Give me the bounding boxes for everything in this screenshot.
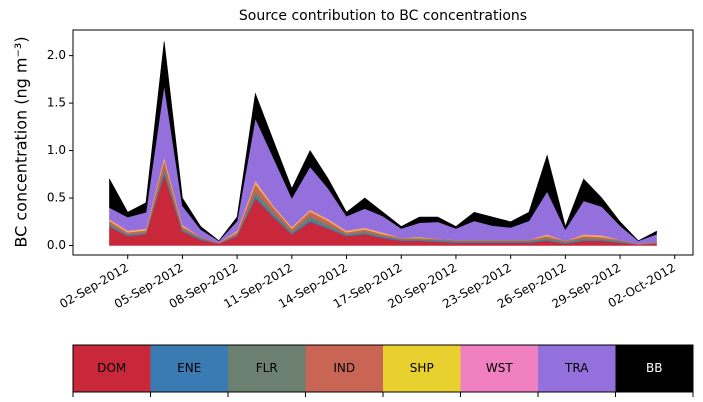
legend-swatch bbox=[538, 345, 616, 392]
legend-swatch bbox=[228, 345, 306, 392]
legend-label: SHP bbox=[410, 361, 434, 375]
y-tick-label: 1.5 bbox=[47, 96, 66, 110]
legend-label: ENE bbox=[177, 361, 201, 375]
chart-title: Source contribution to BC concentrations bbox=[239, 8, 527, 24]
legend-label: FLR bbox=[256, 361, 278, 375]
plot-frame bbox=[72, 29, 694, 256]
y-tick-label: 0.5 bbox=[47, 191, 66, 205]
y-tick-label: 0.0 bbox=[47, 238, 66, 252]
legend-swatch bbox=[383, 345, 461, 392]
y-tick-label: 2.0 bbox=[47, 48, 66, 62]
area-band bbox=[109, 41, 657, 242]
area-band bbox=[109, 85, 657, 244]
legend-swatch bbox=[73, 345, 151, 392]
y-tick-label: 1.0 bbox=[47, 143, 66, 157]
legend-swatch bbox=[615, 345, 693, 392]
legend-label: IND bbox=[333, 361, 355, 375]
legend-label: BB bbox=[646, 361, 662, 375]
legend-label: DOM bbox=[97, 361, 126, 375]
legend-swatch bbox=[150, 345, 228, 392]
legend-swatch bbox=[305, 345, 383, 392]
legend-label: WST bbox=[486, 361, 513, 375]
legend-swatch bbox=[460, 345, 538, 392]
legend-label: TRA bbox=[564, 361, 589, 375]
y-axis-label: BC concentration (ng m⁻³) bbox=[12, 36, 31, 247]
